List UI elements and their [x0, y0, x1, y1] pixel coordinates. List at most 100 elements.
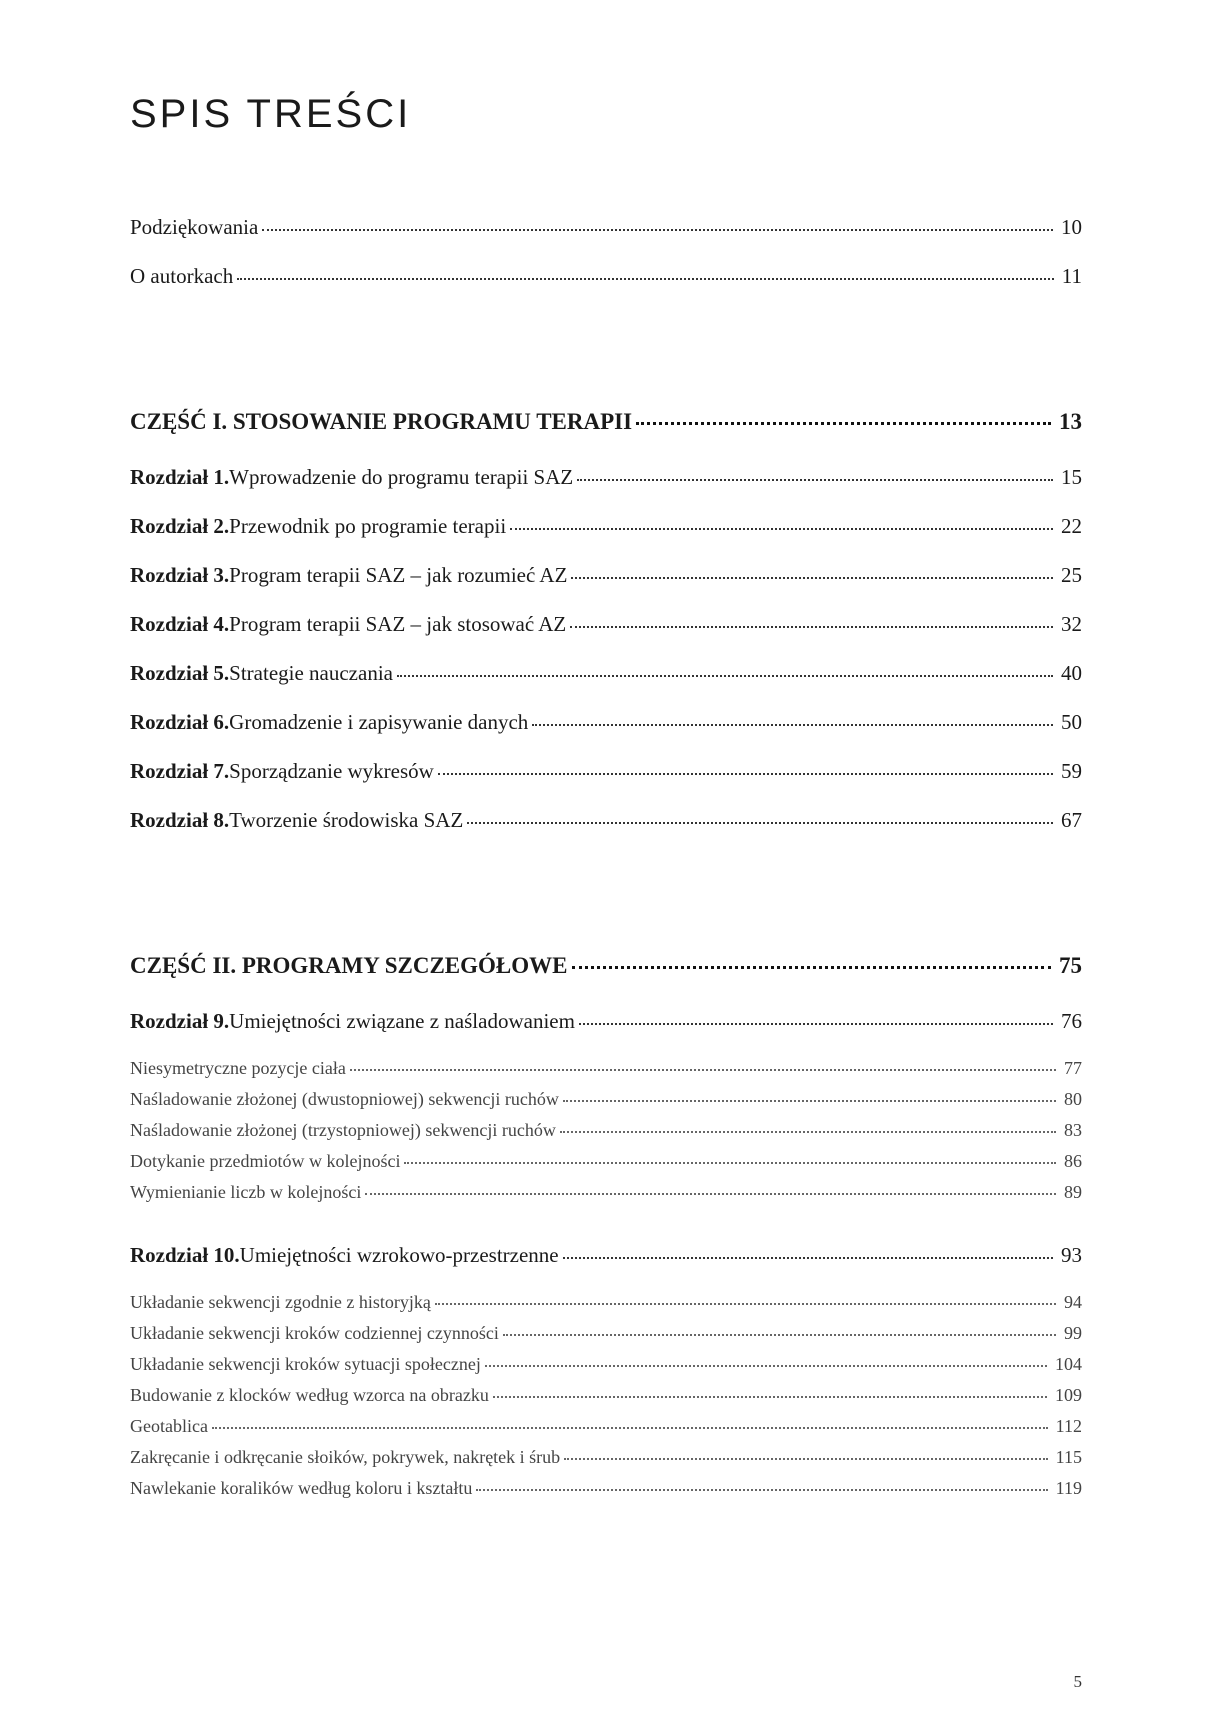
page-title: SPIS TREŚCI: [130, 92, 1082, 137]
toc-label: Program terapii SAZ – jak rozumieć AZ: [229, 563, 567, 588]
toc-page: 76: [1057, 1009, 1082, 1034]
toc-page: 119: [1052, 1478, 1082, 1499]
toc-dots: [485, 1365, 1047, 1367]
toc-page: 13: [1055, 409, 1082, 435]
toc-entry: Układanie sekwencji kroków codziennej cz…: [130, 1323, 1082, 1344]
toc-entry: Rozdział 6. Gromadzenie i zapisywanie da…: [130, 710, 1082, 735]
toc-dots: [438, 773, 1053, 775]
toc-page: 50: [1057, 710, 1082, 735]
toc-prefix: Rozdział 10.: [130, 1243, 240, 1268]
toc-dots: [563, 1257, 1053, 1259]
toc-label: Program terapii SAZ – jak stosować AZ: [229, 612, 566, 637]
toc-entry: Budowanie z klocków według wzorca na obr…: [130, 1385, 1082, 1406]
toc-entry: Niesymetryczne pozycje ciała 77: [130, 1058, 1082, 1079]
toc-entry: Podziękowania 10: [130, 215, 1082, 240]
toc-dots: [435, 1303, 1056, 1305]
toc-page: 99: [1060, 1323, 1082, 1344]
toc-entry: Naśladowanie złożonej (dwustopniowej) se…: [130, 1089, 1082, 1110]
toc-page: 80: [1060, 1089, 1082, 1110]
toc-entry: Układanie sekwencji kroków sytuacji społ…: [130, 1354, 1082, 1375]
toc-entry: Geotablica 112: [130, 1416, 1082, 1437]
toc-label: Zakręcanie i odkręcanie słoików, pokrywe…: [130, 1447, 560, 1468]
toc-entry: Rozdział 9. Umiejętności związane z naśl…: [130, 1009, 1082, 1034]
toc-page: 94: [1060, 1292, 1082, 1313]
toc-entry: Rozdział 1. Wprowadzenie do programu ter…: [130, 465, 1082, 490]
toc-dots: [564, 1458, 1047, 1460]
toc-label: Naśladowanie złożonej (dwustopniowej) se…: [130, 1089, 559, 1110]
toc-page: 67: [1057, 808, 1082, 833]
toc-label: Nawlekanie koralików według koloru i ksz…: [130, 1478, 472, 1499]
toc-entry: CZĘŚĆ I. STOSOWANIE PROGRAMU TERAPII 13: [130, 409, 1082, 435]
toc-dots: [532, 724, 1053, 726]
toc-dots: [636, 422, 1051, 425]
toc-page: 93: [1057, 1243, 1082, 1268]
toc-label: Wprowadzenie do programu terapii SAZ: [229, 465, 573, 490]
toc-entry: Rozdział 4. Program terapii SAZ – jak st…: [130, 612, 1082, 637]
toc-entry: Rozdział 2. Przewodnik po programie tera…: [130, 514, 1082, 539]
toc-page: 11: [1058, 264, 1082, 289]
toc-dots: [579, 1023, 1053, 1025]
toc-label: Układanie sekwencji kroków codziennej cz…: [130, 1323, 499, 1344]
toc-entry: Rozdział 10. Umiejętności wzrokowo-przes…: [130, 1243, 1082, 1268]
toc-label: Podziękowania: [130, 215, 258, 240]
toc-entry: Zakręcanie i odkręcanie słoików, pokrywe…: [130, 1447, 1082, 1468]
toc-dots: [503, 1334, 1056, 1336]
toc-dots: [571, 577, 1053, 579]
toc-dots: [262, 229, 1053, 231]
toc-dots: [365, 1193, 1056, 1195]
toc-entry: Rozdział 3. Program terapii SAZ – jak ro…: [130, 563, 1082, 588]
toc-dots: [476, 1489, 1047, 1491]
toc-entry: Rozdział 8. Tworzenie środowiska SAZ 67: [130, 808, 1082, 833]
toc-entry: Naśladowanie złożonej (trzystopniowej) s…: [130, 1120, 1082, 1141]
toc-entry: Rozdział 5. Strategie nauczania 40: [130, 661, 1082, 686]
toc-prefix: Rozdział 2.: [130, 514, 229, 539]
toc-label: CZĘŚĆ II. PROGRAMY SZCZEGÓŁOWE: [130, 953, 568, 979]
toc-page: 112: [1052, 1416, 1082, 1437]
toc-dots: [212, 1427, 1048, 1429]
toc-page: 40: [1057, 661, 1082, 686]
toc-dots: [493, 1396, 1047, 1398]
toc-page: 32: [1057, 612, 1082, 637]
toc-dots: [577, 479, 1053, 481]
toc-dots: [560, 1131, 1056, 1133]
toc-label: Sporządzanie wykresów: [229, 759, 434, 784]
toc-dots: [510, 528, 1053, 530]
toc-container: Podziękowania 10 O autorkach 11 CZĘŚĆ I. S…: [130, 215, 1082, 1539]
toc-prefix: Rozdział 1.: [130, 465, 229, 490]
toc-dots: [404, 1162, 1056, 1164]
toc-page: 86: [1060, 1151, 1082, 1172]
toc-label: Niesymetryczne pozycje ciała: [130, 1058, 346, 1079]
toc-dots: [467, 822, 1053, 824]
toc-label: Wymienianie liczb w kolejności: [130, 1182, 361, 1203]
toc-label: Dotykanie przedmiotów w kolejności: [130, 1151, 400, 1172]
toc-page: 25: [1057, 563, 1082, 588]
toc-label: Układanie sekwencji kroków sytuacji społ…: [130, 1354, 481, 1375]
toc-dots: [237, 278, 1054, 280]
toc-entry: Nawlekanie koralików według koloru i ksz…: [130, 1478, 1082, 1499]
toc-label: Strategie nauczania: [229, 661, 393, 686]
toc-dots: [563, 1100, 1056, 1102]
toc-dots: [397, 675, 1053, 677]
toc-entry: CZĘŚĆ II. PROGRAMY SZCZEGÓŁOWE 75: [130, 953, 1082, 979]
toc-prefix: Rozdział 4.: [130, 612, 229, 637]
toc-label: Naśladowanie złożonej (trzystopniowej) s…: [130, 1120, 556, 1141]
toc-label: Umiejętności wzrokowo-przestrzenne: [240, 1243, 559, 1268]
toc-label: Geotablica: [130, 1416, 208, 1437]
toc-label: Gromadzenie i zapisywanie danych: [229, 710, 528, 735]
toc-page: 104: [1051, 1354, 1082, 1375]
toc-label: Tworzenie środowiska SAZ: [229, 808, 463, 833]
toc-label: Umiejętności związane z naśladowaniem: [229, 1009, 575, 1034]
toc-page: 59: [1057, 759, 1082, 784]
toc-dots: [570, 626, 1053, 628]
toc-prefix: Rozdział 3.: [130, 563, 229, 588]
toc-page: 77: [1060, 1058, 1082, 1079]
toc-page: 109: [1051, 1385, 1082, 1406]
toc-label: O autorkach: [130, 264, 233, 289]
toc-label: Przewodnik po programie terapii: [229, 514, 506, 539]
toc-dots: [350, 1069, 1056, 1071]
toc-page: 22: [1057, 514, 1082, 539]
toc-prefix: Rozdział 9.: [130, 1009, 229, 1034]
toc-page: 75: [1055, 953, 1082, 979]
toc-page: 10: [1057, 215, 1082, 240]
toc-page: 15: [1057, 465, 1082, 490]
